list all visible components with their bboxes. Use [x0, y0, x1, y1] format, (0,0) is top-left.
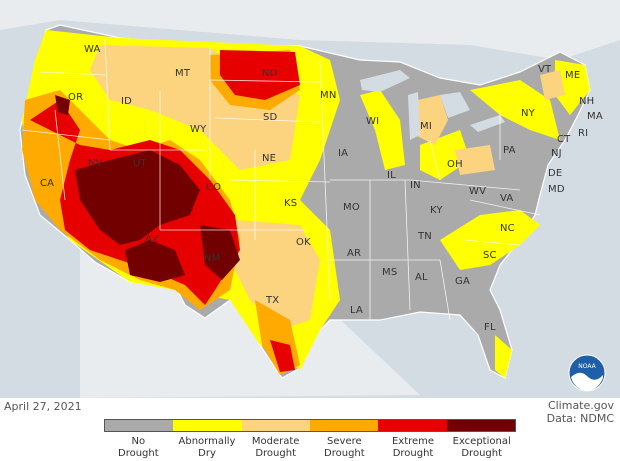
- state-label-nm: NM: [204, 253, 221, 264]
- state-label-ca: CA: [40, 178, 55, 189]
- state-label-az: AZ: [145, 234, 160, 245]
- legend-label-abnormally-dry: Abnormally Dry: [178, 436, 236, 459]
- state-label-fl: FL: [484, 322, 496, 333]
- state-label-nh: NH: [579, 96, 595, 107]
- state-label-nc: NC: [500, 223, 515, 234]
- exceptional-drought-zones: [55, 95, 240, 282]
- state-label-id: ID: [121, 96, 133, 107]
- great-lakes: [360, 70, 505, 140]
- legend-label-severe-drought: Severe Drought: [324, 436, 365, 459]
- state-label-ks: KS: [284, 198, 298, 209]
- legend-swatch-moderate-drought: [241, 420, 310, 431]
- legend-swatch-abnormally-dry: [173, 420, 242, 431]
- state-label-in: IN: [410, 180, 421, 191]
- us-map-svg: [0, 0, 620, 398]
- state-label-ar: AR: [347, 248, 362, 259]
- legend-labels: No Drought Abnormally Dry Moderate Droug…: [104, 436, 516, 460]
- state-label-wv: WV: [469, 186, 487, 197]
- drought-map: WA OR CA NV ID MT WY UT AZ CO NM ND SD N…: [0, 0, 620, 398]
- state-label-wi: WI: [366, 116, 380, 127]
- map-date: April 27, 2021: [4, 400, 82, 413]
- legend-label-moderate-drought: Moderate Drought: [251, 436, 300, 459]
- state-label-al: AL: [415, 272, 428, 283]
- canada-land: [0, 0, 620, 60]
- legend-label-no-drought: No Drought: [118, 436, 159, 459]
- state-label-ga: GA: [455, 276, 470, 287]
- legend-color-bar: [104, 419, 516, 432]
- credit-site: Climate.gov: [547, 399, 614, 412]
- state-label-ok: OK: [296, 237, 311, 248]
- state-label-nv: NV: [88, 158, 103, 169]
- state-label-ma: MA: [587, 111, 603, 122]
- state-label-sd: SD: [263, 112, 278, 123]
- state-label-ut: UT: [133, 158, 147, 169]
- state-label-ny: NY: [521, 108, 535, 119]
- state-label-wa: WA: [84, 44, 101, 55]
- state-label-md: MD: [548, 184, 565, 195]
- state-label-ia: IA: [338, 148, 349, 159]
- state-label-wy: WY: [190, 124, 207, 135]
- legend-swatch-no-drought: [105, 420, 174, 431]
- state-label-ms: MS: [382, 267, 398, 278]
- state-label-mi: MI: [420, 121, 432, 132]
- state-label-or: OR: [68, 92, 84, 103]
- state-label-me: ME: [565, 70, 581, 81]
- state-label-va: VA: [500, 193, 514, 204]
- state-borders: [21, 39, 541, 321]
- state-label-co: CO: [206, 182, 222, 193]
- state-label-nd: ND: [262, 68, 278, 79]
- state-label-il: IL: [387, 170, 396, 181]
- state-label-ne: NE: [262, 153, 277, 164]
- noaa-logo-text: NOAA: [578, 363, 596, 370]
- state-label-ky: KY: [430, 205, 443, 216]
- legend-swatch-severe-drought: [309, 420, 379, 431]
- state-label-oh: OH: [447, 159, 463, 170]
- legend-swatch-exceptional-drought: [446, 420, 515, 431]
- state-label-ct: CT: [557, 134, 571, 145]
- state-label-de: DE: [548, 168, 563, 179]
- state-label-la: LA: [350, 305, 364, 316]
- state-label-tx: TX: [266, 295, 280, 306]
- state-label-nj: NJ: [551, 148, 562, 159]
- legend-label-extreme-drought: Extreme Drought: [391, 436, 435, 459]
- state-label-pa: PA: [503, 145, 516, 156]
- state-label-ri: RI: [578, 128, 589, 139]
- legend-swatch-extreme-drought: [378, 420, 447, 431]
- legend-label-exceptional-drought: Exceptional Drought: [452, 436, 511, 459]
- state-label-sc: SC: [483, 250, 497, 261]
- state-label-vt: VT: [538, 64, 552, 75]
- state-label-tn: TN: [418, 231, 432, 242]
- state-label-mt: MT: [175, 68, 191, 79]
- credit-data-source: Data: NDMC: [546, 412, 614, 425]
- state-label-mo: MO: [343, 202, 360, 213]
- noaa-logo: NOAA: [568, 354, 606, 392]
- state-label-mn: MN: [320, 90, 337, 101]
